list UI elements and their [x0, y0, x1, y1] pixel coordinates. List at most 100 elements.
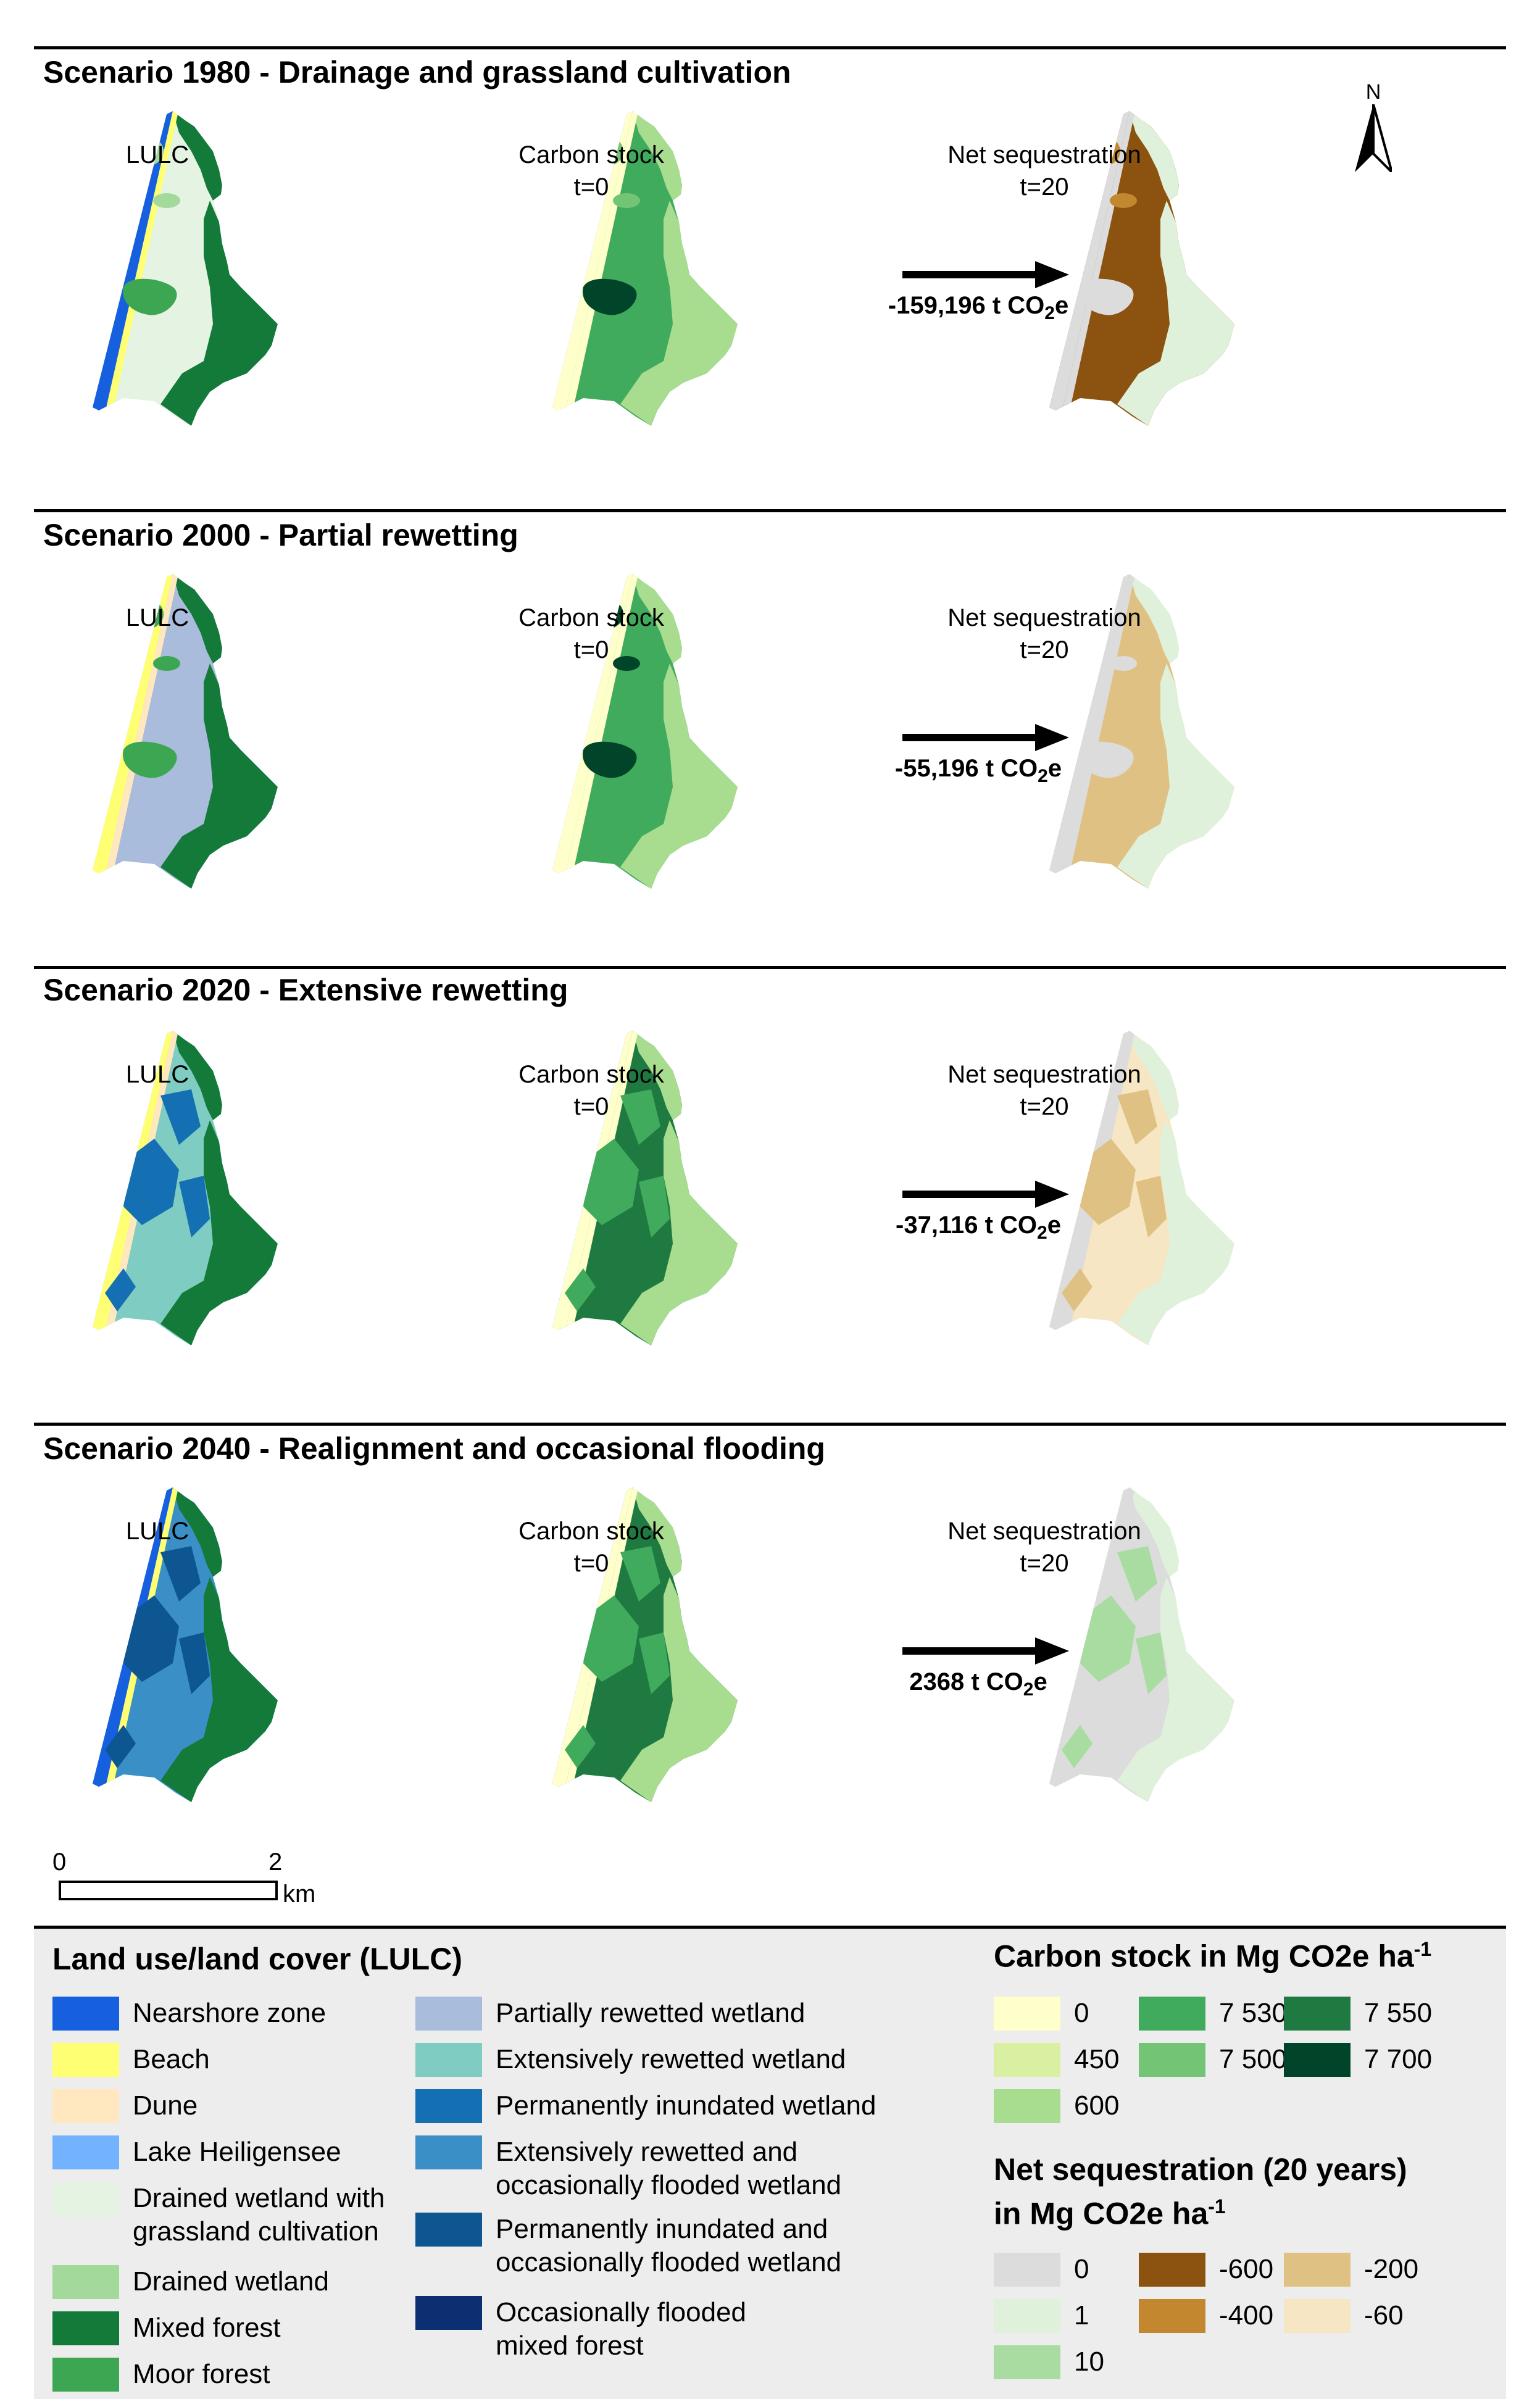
- lulc-legend-item: Nearshore zone: [52, 1997, 326, 2031]
- legend-label: 7 700: [1364, 2044, 1433, 2074]
- legend-label: Extensively rewetted wetland: [496, 2044, 846, 2074]
- lulc-legend-item: Drained wetland: [52, 2265, 329, 2299]
- carbon-legend-item: 7 500: [1139, 2043, 1287, 2077]
- legend-swatch: [52, 2135, 119, 2169]
- net-flux-value: -159,196 t CO2e: [888, 292, 1068, 324]
- legend-swatch: [415, 2043, 482, 2077]
- lulc-legend-item: Partially rewetted wetland: [415, 1997, 805, 2031]
- lulc-legend-item: Lake Heiligensee: [52, 2135, 341, 2169]
- carbon-map-shape: [552, 574, 738, 889]
- carbon-stock-label: Carbon stock t=0: [518, 602, 664, 666]
- legend-label: 10: [1074, 2347, 1104, 2377]
- carbon-legend-item: 7 550: [1284, 1997, 1432, 2031]
- legend-swatch: [1284, 2299, 1351, 2333]
- legend-label: Occasionally flooded mixed forest: [496, 2297, 747, 2361]
- legend-swatch: [52, 2265, 119, 2299]
- net-legend-title: Net sequestration (20 years) in Mg CO2e …: [994, 2151, 1407, 2232]
- legend-label: -200: [1364, 2254, 1419, 2284]
- scenario-title: Scenario 2040 - Realignment and occasion…: [43, 1431, 825, 1466]
- lulc-label: LULC: [125, 141, 189, 168]
- legend-label: -600: [1219, 2254, 1274, 2284]
- net-legend-item: 10: [994, 2345, 1104, 2379]
- legend-swatch: [1284, 2253, 1351, 2287]
- legend-label: 0: [1074, 2254, 1089, 2284]
- legend-swatch: [994, 2299, 1060, 2333]
- lulc-legend-item: Dune: [52, 2089, 198, 2123]
- scale-start: 0: [52, 1848, 67, 1876]
- legend-label: Permanently inundated and occasionally f…: [496, 2214, 842, 2277]
- net-map-shape: [1049, 574, 1234, 889]
- legend-label: Moor forest: [133, 2359, 270, 2389]
- net-legend-item: 1: [994, 2299, 1089, 2333]
- net-sequestration-label-text: Net sequestration: [947, 1518, 1141, 1545]
- legend-panel: Land use/land cover (LULC) Nearshore zon…: [34, 1926, 1506, 2399]
- net-legend-title-line2: in Mg CO2e ha-1: [994, 2188, 1407, 2232]
- net-legend-item: -600: [1139, 2253, 1273, 2287]
- lulc-label: LULC: [125, 604, 189, 631]
- net-map-shape: [1049, 1031, 1234, 1345]
- legend-swatch: [52, 1997, 119, 2031]
- lulc-map-shape: [93, 574, 278, 889]
- legend-label: 450: [1074, 2044, 1120, 2074]
- net-sequestration-time: t=20: [1020, 1093, 1069, 1120]
- lulc-label: LULC: [125, 1061, 189, 1088]
- legend-label: Dune: [133, 2090, 198, 2121]
- legend-label: 7 500: [1219, 2044, 1288, 2074]
- scenario-divider: [34, 46, 1506, 49]
- net-flux-text: -55,196 t CO: [894, 755, 1038, 782]
- net-sequestration-label-text: Net sequestration: [947, 604, 1141, 631]
- legend-swatch: [52, 2358, 119, 2392]
- legend-label: 7 530: [1219, 1998, 1288, 2028]
- legend-label: 600: [1074, 2090, 1120, 2121]
- carbon-map-shape: [552, 1031, 738, 1345]
- legend-label: Partially rewetted wetland: [496, 1998, 805, 2028]
- net-sequestration-label: Net sequestration t=20: [947, 602, 1141, 666]
- net-sequestration-label-text: Net sequestration: [947, 141, 1141, 168]
- net-legend-item: -400: [1139, 2299, 1273, 2333]
- legend-swatch: [1139, 2299, 1205, 2333]
- net-flux-text: -37,116 t CO: [896, 1212, 1038, 1239]
- net-flux-value: 2368 t CO2e: [909, 1668, 1047, 1700]
- carbon-map-shape: [552, 1487, 738, 1802]
- net-legend-item: 0: [994, 2253, 1089, 2287]
- net-legend-title-line2-text: in Mg CO2e ha: [994, 2196, 1209, 2231]
- scenario-title: Scenario 2000 - Partial rewetting: [43, 518, 518, 552]
- legend-swatch: [994, 2089, 1060, 2123]
- net-sequestration-time: t=20: [1020, 1550, 1069, 1577]
- net-legend-sup: -1: [1208, 2195, 1226, 2218]
- net-flux-subscript: 2: [1044, 303, 1055, 323]
- legend-label: Beach: [133, 2044, 210, 2074]
- legend-label: 1: [1074, 2300, 1089, 2330]
- carbon-stock-label-text: Carbon stock: [518, 141, 664, 168]
- legend-swatch: [994, 2043, 1060, 2077]
- carbon-stock-label-text: Carbon stock: [518, 1518, 664, 1545]
- net-sequestration-time: t=20: [1020, 173, 1069, 201]
- legend-swatch: [52, 2043, 119, 2077]
- legend-swatch: [1284, 1997, 1351, 2031]
- carbon-stock-label: Carbon stock t=0: [518, 1515, 664, 1579]
- scale-bar: 0 2 km: [52, 1848, 315, 1910]
- legend-label: -400: [1219, 2300, 1274, 2330]
- net-legend-item: -200: [1284, 2253, 1418, 2287]
- lulc-map-shape: [93, 1487, 278, 1802]
- lulc-legend-item: Extensively rewetted and occasionally fl…: [415, 2135, 841, 2202]
- scenario-divider: [34, 1423, 1506, 1426]
- scenario-title: Scenario 2020 - Extensive rewetting: [43, 973, 568, 1007]
- north-label: N: [1365, 80, 1381, 104]
- scenario-divider: [34, 509, 1506, 512]
- net-flux-unit: e: [1033, 1668, 1047, 1695]
- north-arrow: N: [1355, 80, 1394, 177]
- legend-swatch: [415, 2135, 482, 2169]
- lulc-map-shape: [93, 1031, 278, 1345]
- carbon-legend-item: 450: [994, 2043, 1119, 2077]
- scale-end: 2: [268, 1848, 283, 1876]
- legend-label: -60: [1364, 2300, 1404, 2330]
- scenario-title: Scenario 1980 - Drainage and grassland c…: [43, 55, 791, 89]
- right-arrow-icon: [902, 724, 1069, 751]
- legend-swatch: [1139, 2253, 1205, 2287]
- right-arrow-icon: [902, 261, 1069, 288]
- net-flux-unit: e: [1047, 1212, 1061, 1239]
- carbon-map-shape: [552, 111, 738, 426]
- carbon-legend-title: Carbon stock in Mg CO2e ha-1: [994, 1938, 1431, 1974]
- carbon-legend-item: 7 530: [1139, 1997, 1287, 2031]
